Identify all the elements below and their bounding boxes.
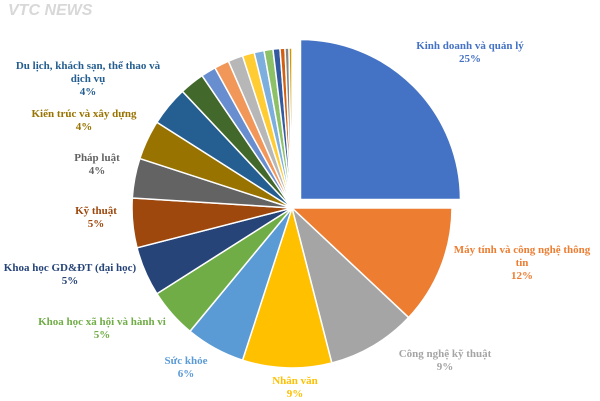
slice-label: Nhân văn	[272, 375, 318, 387]
value-label: 9%	[436, 361, 454, 373]
slice-label: Kinh doanh và quản lý	[416, 40, 524, 52]
value-label: 12%	[511, 270, 533, 282]
pie-slice	[288, 47, 293, 209]
slice-label: Du lịch, khách sạn, thể thao và dịch vụ	[15, 60, 161, 85]
slice-label: Sức khỏe	[164, 355, 208, 367]
slice-label: Máy tính và công nghệ thông tin	[453, 244, 591, 269]
value-label: 4%	[79, 86, 97, 98]
slice-label: Khoa học xã hội và hành vi	[38, 316, 166, 328]
value-label: 5%	[61, 275, 79, 287]
value-label: 5%	[93, 329, 111, 341]
pie-slice	[290, 205, 410, 364]
value-label: 4%	[75, 121, 93, 133]
pie-slice	[290, 207, 453, 319]
value-label: 6%	[177, 368, 195, 380]
slice-label: Kỹ thuật	[75, 205, 117, 217]
pie-slice	[241, 205, 333, 369]
watermark: VTC NEWS	[8, 2, 93, 19]
slice-label: Kiến trúc và xây dựng	[31, 108, 137, 120]
value-label: 25%	[459, 53, 481, 65]
value-label: 9%	[286, 388, 304, 400]
value-label: 5%	[87, 218, 105, 230]
slice-label: Pháp luật	[74, 152, 120, 164]
slice-label: Khoa học GD&ĐT (đại học)	[3, 262, 137, 274]
value-label: 4%	[88, 165, 106, 177]
pie-slice	[299, 38, 462, 201]
slice-label: Công nghệ kỹ thuật	[398, 348, 492, 360]
